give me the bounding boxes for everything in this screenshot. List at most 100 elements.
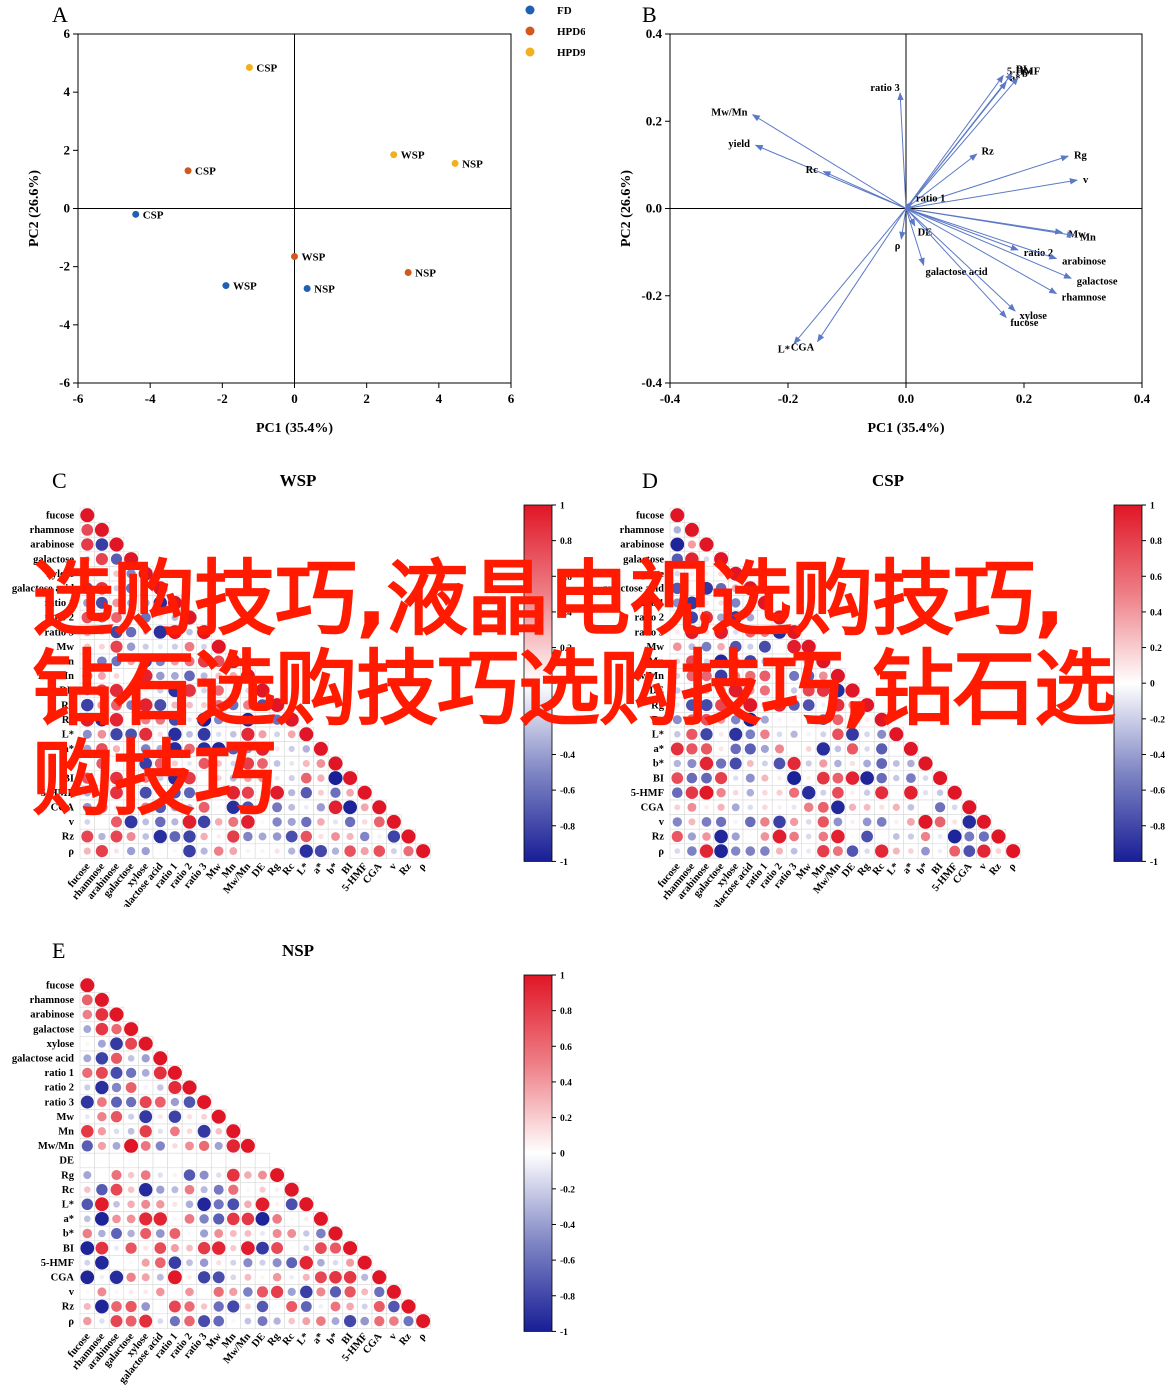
correlation-circle xyxy=(717,613,726,622)
correlation-circle xyxy=(790,730,798,738)
row-label: arabinose xyxy=(620,540,664,551)
colorbar-tick-label: 0.8 xyxy=(560,1007,572,1017)
correlation-circle xyxy=(846,727,859,741)
correlation-circle xyxy=(110,1052,123,1064)
correlation-circle xyxy=(995,848,1002,855)
correlation-circle xyxy=(672,817,682,827)
correlation-circle xyxy=(197,1197,211,1212)
correlation-circle xyxy=(288,1317,295,1325)
correlation-circle xyxy=(256,699,269,711)
row-label: ratio 2 xyxy=(635,613,664,624)
correlation-circle xyxy=(201,643,208,650)
correlation-circle xyxy=(216,1260,222,1266)
correlation-circle xyxy=(416,844,431,859)
correlation-circle xyxy=(357,785,372,800)
correlation-circle xyxy=(127,1127,135,1135)
correlation-circle xyxy=(805,745,812,752)
correlation-circle xyxy=(109,1007,124,1022)
correlation-circle xyxy=(272,832,282,841)
correlation-circle xyxy=(386,1284,401,1299)
correlation-circle xyxy=(241,1212,255,1226)
correlation-circle xyxy=(905,773,916,784)
correlation-circle xyxy=(687,758,697,769)
data-point xyxy=(245,63,253,71)
correlation-circle xyxy=(201,687,208,694)
correlation-circle xyxy=(110,771,123,785)
correlation-circle xyxy=(923,805,928,810)
correlation-circle xyxy=(730,714,741,725)
correlation-circle xyxy=(142,629,149,636)
correlation-circle xyxy=(186,1114,193,1120)
correlation-circle xyxy=(211,742,226,756)
correlation-circle xyxy=(303,1230,310,1237)
legend-marker xyxy=(525,5,535,15)
correlation-circle xyxy=(744,743,756,755)
loading-label: ratio 2 xyxy=(1024,248,1053,259)
correlation-circle xyxy=(199,1229,209,1238)
y-tick-label: 4 xyxy=(64,84,71,99)
colorbar xyxy=(523,504,553,862)
column-label: BI xyxy=(930,861,946,877)
correlation-circle xyxy=(110,1315,123,1328)
correlation-circle xyxy=(791,804,797,810)
correlation-circle xyxy=(84,1114,90,1120)
correlation-circle xyxy=(99,819,104,824)
correlation-circle xyxy=(127,1054,135,1062)
loading-label: xylose xyxy=(1020,311,1048,322)
correlation-circle xyxy=(200,1303,208,1310)
correlation-circle xyxy=(288,789,296,797)
correlation-circle xyxy=(805,716,812,723)
correlation-circle xyxy=(685,552,699,566)
loading-arrow xyxy=(905,208,1019,251)
correlation-circle xyxy=(805,760,812,767)
correlation-circle xyxy=(346,832,354,841)
correlation-circle xyxy=(184,1315,195,1327)
correlation-circle xyxy=(803,656,814,667)
correlation-circle xyxy=(125,1037,138,1050)
correlation-circle xyxy=(258,715,267,724)
loading-label: arabinose xyxy=(1062,257,1106,268)
correlation-circle xyxy=(197,1124,211,1138)
correlation-circle xyxy=(128,1289,134,1295)
correlation-circle xyxy=(760,627,770,637)
loading-arrow xyxy=(905,178,1078,209)
correlation-circle xyxy=(111,612,122,623)
correlation-circle xyxy=(184,1213,195,1224)
correlation-circle xyxy=(731,656,741,666)
correlation-circle xyxy=(111,1096,122,1108)
correlation-circle xyxy=(82,802,92,812)
colorbar-tick-label: 1 xyxy=(560,972,565,982)
correlation-circle xyxy=(699,785,714,800)
correlation-circle xyxy=(183,771,196,785)
row-label: 5-HMF xyxy=(631,788,664,799)
correlation-circle xyxy=(111,1023,122,1035)
correlation-circle xyxy=(110,1037,123,1051)
correlation-circle xyxy=(328,771,343,786)
correlation-circle xyxy=(184,787,195,799)
correlation-circle xyxy=(820,789,827,796)
row-label: Rc xyxy=(652,715,665,726)
loading-label: Rz xyxy=(982,146,995,157)
correlation-circle xyxy=(126,700,136,710)
row-label: ρ xyxy=(68,1316,74,1327)
correlation-circle xyxy=(139,1125,152,1138)
correlation-circle xyxy=(761,701,769,709)
loading-arrow xyxy=(822,170,907,209)
correlation-circle xyxy=(229,1287,238,1297)
correlation-circle xyxy=(301,816,312,828)
correlation-circle xyxy=(80,1241,95,1255)
correlation-circle xyxy=(802,786,816,800)
correlation-circle xyxy=(717,642,725,651)
correlation-circle xyxy=(114,1289,119,1295)
correlation-circle xyxy=(864,717,870,723)
correlation-circle xyxy=(229,1230,237,1237)
correlation-circle xyxy=(386,814,401,829)
correlation-circle xyxy=(317,774,325,782)
correlation-circle xyxy=(303,804,309,810)
row-label: Rc xyxy=(62,715,75,726)
correlation-circle xyxy=(271,1242,284,1255)
correlation-circle xyxy=(700,699,713,712)
column-label: Rc xyxy=(281,861,298,878)
correlation-circle xyxy=(95,844,109,858)
row-label: Mw/Mn xyxy=(38,671,74,682)
